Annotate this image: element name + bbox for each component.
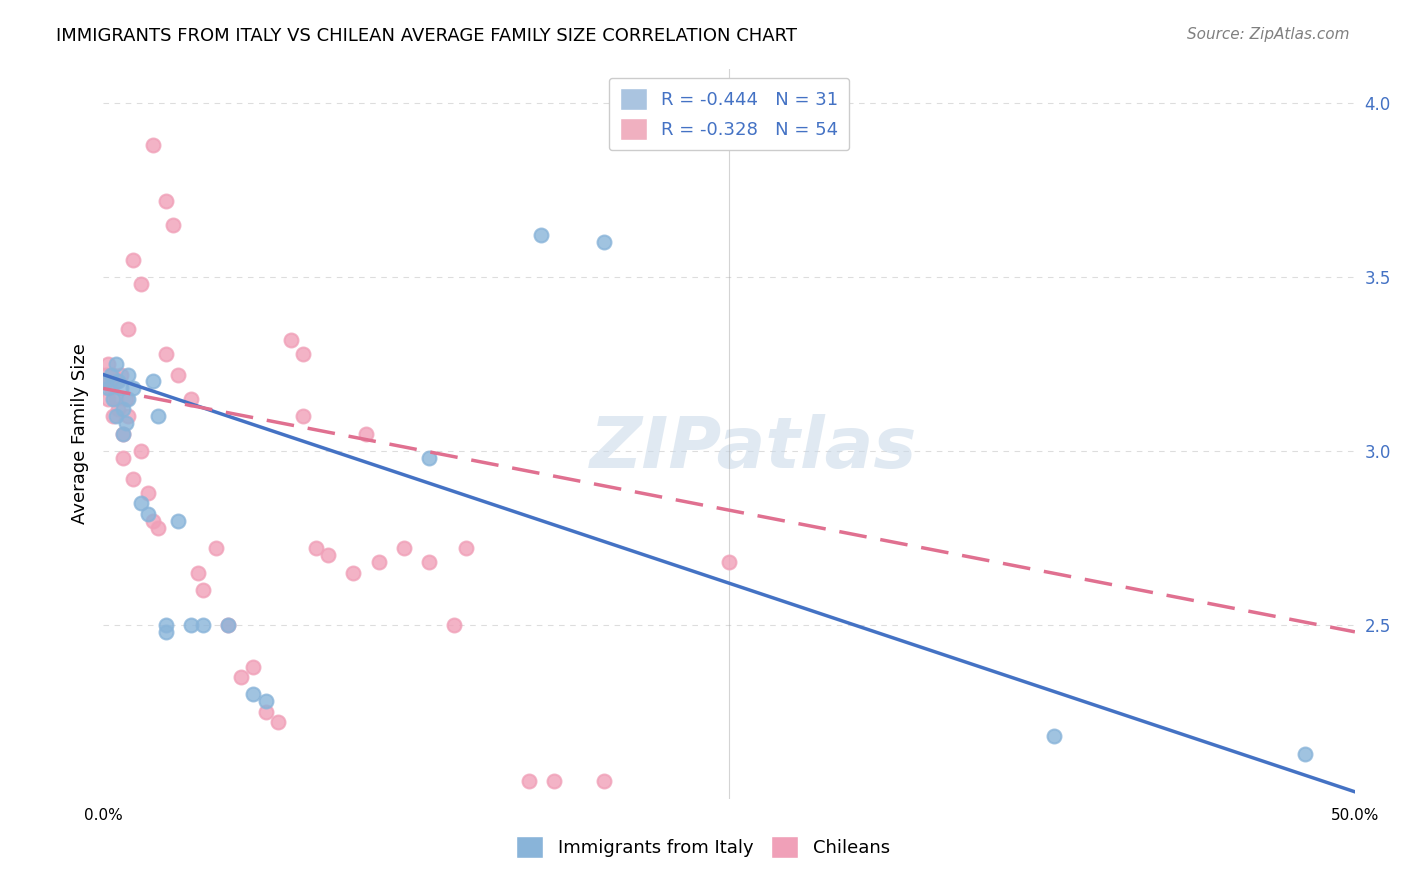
Point xyxy=(193,583,215,598)
Point xyxy=(592,235,614,250)
Point xyxy=(142,514,165,528)
Point xyxy=(112,426,135,441)
Point xyxy=(107,402,129,417)
Point xyxy=(122,381,145,395)
Point xyxy=(129,277,152,292)
Point xyxy=(129,444,152,458)
Point xyxy=(280,333,302,347)
Point xyxy=(167,514,190,528)
Point xyxy=(254,705,277,719)
Point xyxy=(94,375,117,389)
Point xyxy=(148,520,170,534)
Point xyxy=(114,392,136,406)
Point xyxy=(100,381,122,395)
Point xyxy=(530,228,553,243)
Point xyxy=(155,194,177,208)
Point xyxy=(97,381,120,395)
Point xyxy=(367,555,389,569)
Point xyxy=(104,375,127,389)
Point xyxy=(100,368,122,382)
Point xyxy=(101,409,124,424)
Point xyxy=(122,252,145,267)
Point xyxy=(129,496,152,510)
Legend: R = -0.444   N = 31, R = -0.328   N = 54: R = -0.444 N = 31, R = -0.328 N = 54 xyxy=(609,78,849,151)
Legend: Immigrants from Italy, Chileans: Immigrants from Italy, Chileans xyxy=(509,829,897,865)
Text: Source: ZipAtlas.com: Source: ZipAtlas.com xyxy=(1187,27,1350,42)
Point xyxy=(110,368,132,382)
Point xyxy=(1294,747,1316,761)
Point xyxy=(180,618,202,632)
Point xyxy=(217,618,239,632)
Point xyxy=(107,375,129,389)
Point xyxy=(114,416,136,430)
Point xyxy=(167,368,190,382)
Point xyxy=(292,409,315,424)
Point xyxy=(204,541,226,556)
Point xyxy=(104,409,127,424)
Point xyxy=(117,392,139,406)
Point xyxy=(1043,729,1066,743)
Point xyxy=(592,774,614,789)
Point xyxy=(443,618,465,632)
Point xyxy=(180,392,202,406)
Point xyxy=(101,392,124,406)
Point xyxy=(110,381,132,395)
Point xyxy=(142,375,165,389)
Point xyxy=(94,375,117,389)
Point xyxy=(117,322,139,336)
Point xyxy=(97,357,120,371)
Point xyxy=(112,450,135,465)
Point xyxy=(155,346,177,360)
Point xyxy=(305,541,328,556)
Point xyxy=(342,566,364,580)
Point xyxy=(254,694,277,708)
Point xyxy=(136,507,159,521)
Point xyxy=(142,138,165,153)
Point xyxy=(101,368,124,382)
Text: ZIPatlas: ZIPatlas xyxy=(591,414,918,483)
Point xyxy=(242,659,264,673)
Point xyxy=(155,618,177,632)
Point xyxy=(193,618,215,632)
Point xyxy=(217,618,239,632)
Point xyxy=(104,392,127,406)
Point xyxy=(354,426,377,441)
Point xyxy=(100,375,122,389)
Point xyxy=(418,450,440,465)
Point xyxy=(162,218,184,232)
Point xyxy=(392,541,415,556)
Point xyxy=(94,368,117,382)
Point xyxy=(122,472,145,486)
Point xyxy=(155,624,177,639)
Point xyxy=(187,566,209,580)
Y-axis label: Average Family Size: Average Family Size xyxy=(72,343,89,524)
Point xyxy=(456,541,478,556)
Point xyxy=(718,555,741,569)
Point xyxy=(229,670,252,684)
Point xyxy=(148,409,170,424)
Point xyxy=(543,774,565,789)
Point xyxy=(267,715,290,730)
Point xyxy=(117,368,139,382)
Point xyxy=(112,426,135,441)
Point xyxy=(517,774,540,789)
Point xyxy=(318,549,340,563)
Point xyxy=(117,409,139,424)
Point xyxy=(136,485,159,500)
Point xyxy=(97,392,120,406)
Point xyxy=(242,688,264,702)
Point xyxy=(418,555,440,569)
Text: IMMIGRANTS FROM ITALY VS CHILEAN AVERAGE FAMILY SIZE CORRELATION CHART: IMMIGRANTS FROM ITALY VS CHILEAN AVERAGE… xyxy=(56,27,797,45)
Point xyxy=(292,346,315,360)
Point xyxy=(104,357,127,371)
Point xyxy=(112,402,135,417)
